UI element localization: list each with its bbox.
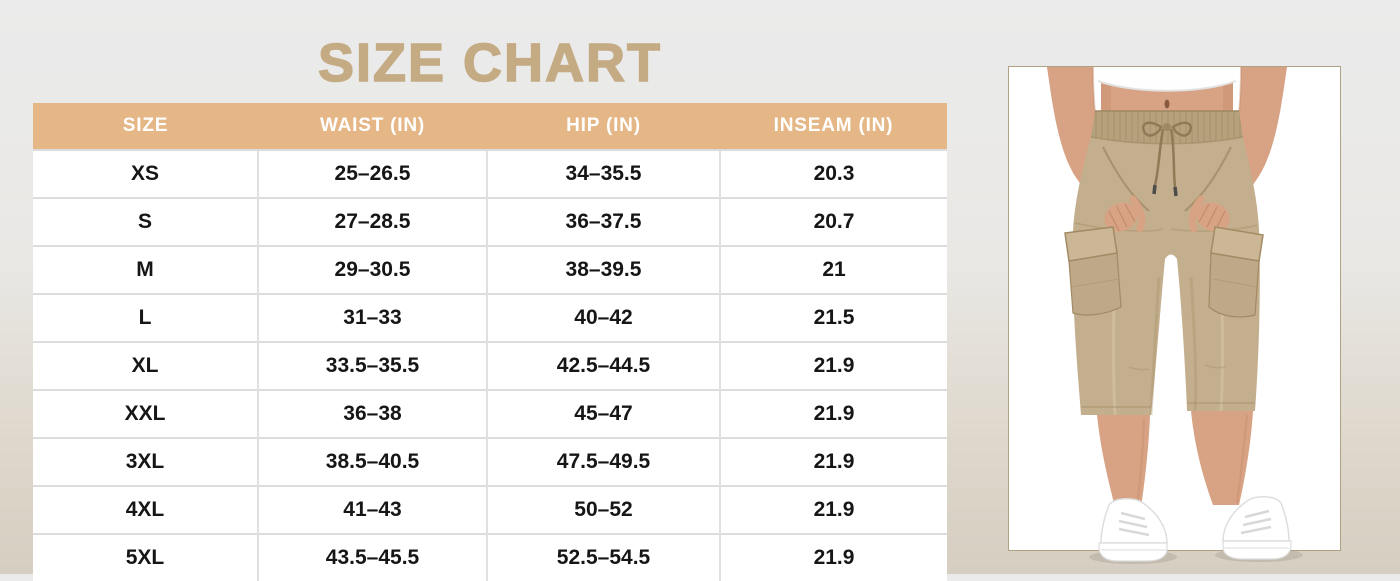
- column-header-inseam: INSEAM (IN): [720, 103, 947, 150]
- model-illustration: [1047, 66, 1303, 564]
- column-header-size: SIZE: [33, 103, 258, 150]
- crop-top: [1095, 67, 1239, 92]
- inseam-cell: 21.9: [719, 389, 947, 438]
- product-photo-frame: [1008, 66, 1341, 564]
- cargo-pocket-left: [1064, 226, 1122, 316]
- inseam-cell: 21.9: [719, 533, 947, 581]
- size-label-cell: XXL: [33, 389, 258, 438]
- right-calf: [1191, 411, 1253, 505]
- page-title: SIZE CHART: [317, 32, 662, 93]
- inseam-cell: 21: [719, 245, 947, 294]
- table-row-xs: XS 25–26.5 34–35.5 20.3: [33, 149, 947, 198]
- size-label-cell: XS: [33, 149, 258, 198]
- table-row-xl: XL 33.5–35.5 42.5–44.5 21.9: [33, 341, 947, 390]
- header-row: SIZE WAIST (IN) HIP (IN) INSEAM (IN): [33, 103, 947, 150]
- left-sneaker: [1098, 498, 1168, 562]
- size-label-cell: 4XL: [33, 485, 258, 534]
- table-row-xxl: XXL 36–38 45–47 21.9: [33, 389, 947, 438]
- drawstring: [1142, 121, 1192, 197]
- hip-cell: 40–42: [486, 293, 720, 342]
- waist-cell: 43.5–45.5: [257, 533, 487, 581]
- inseam-cell: 21.9: [719, 485, 947, 534]
- inseam-cell: 20.7: [719, 197, 947, 246]
- table-row-3xl: 3XL 38.5–40.5 47.5–49.5 21.9: [33, 437, 947, 486]
- inseam-cell: 20.3: [719, 149, 947, 198]
- cargo-pants: [1072, 113, 1260, 416]
- hip-cell: 47.5–49.5: [486, 437, 720, 486]
- hip-cell: 45–47: [486, 389, 720, 438]
- waist-cell: 33.5–35.5: [257, 341, 487, 390]
- table-row-4xl: 4XL 41–43 50–52 21.9: [33, 485, 947, 534]
- column-header-hip: HIP (IN): [487, 103, 720, 150]
- table-row-l: L 31–33 40–42 21.5: [33, 293, 947, 342]
- navel: [1164, 99, 1170, 109]
- size-label-cell: M: [33, 245, 258, 294]
- hip-cell: 52.5–54.5: [486, 533, 720, 581]
- right-sneaker: [1222, 496, 1292, 560]
- waist-cell: 25–26.5: [257, 149, 487, 198]
- cargo-pocket-right: [1208, 226, 1264, 318]
- table-row-s: S 27–28.5 36–37.5 20.7: [33, 197, 947, 246]
- inseam-cell: 21.5: [719, 293, 947, 342]
- size-label-cell: L: [33, 293, 258, 342]
- table-row-m: M 29–30.5 38–39.5 21: [33, 245, 947, 294]
- size-label-cell: S: [33, 197, 258, 246]
- inseam-cell: 21.9: [719, 437, 947, 486]
- hip-cell: 38–39.5: [486, 245, 720, 294]
- column-header-waist: WAIST (IN): [258, 103, 487, 150]
- waist-cell: 29–30.5: [257, 245, 487, 294]
- waist-cell: 41–43: [257, 485, 487, 534]
- hip-cell: 36–37.5: [486, 197, 720, 246]
- right-hand: [1188, 195, 1230, 233]
- hip-cell: 42.5–44.5: [486, 341, 720, 390]
- waist-cell: 38.5–40.5: [257, 437, 487, 486]
- left-calf: [1097, 415, 1150, 507]
- waist-cell: 31–33: [257, 293, 487, 342]
- waist-cell: 36–38: [257, 389, 487, 438]
- inseam-cell: 21.9: [719, 341, 947, 390]
- hip-cell: 34–35.5: [486, 149, 720, 198]
- size-label-cell: 3XL: [33, 437, 258, 486]
- waist-cell: 27–28.5: [257, 197, 487, 246]
- size-label-cell: XL: [33, 341, 258, 390]
- size-chart-table: SIZE WAIST (IN) HIP (IN) INSEAM (IN) XS …: [33, 103, 947, 581]
- table-row-5xl: 5XL 43.5–45.5 52.5–54.5 21.9: [33, 533, 947, 581]
- size-label-cell: 5XL: [33, 533, 258, 581]
- left-hand: [1104, 195, 1146, 233]
- hip-cell: 50–52: [486, 485, 720, 534]
